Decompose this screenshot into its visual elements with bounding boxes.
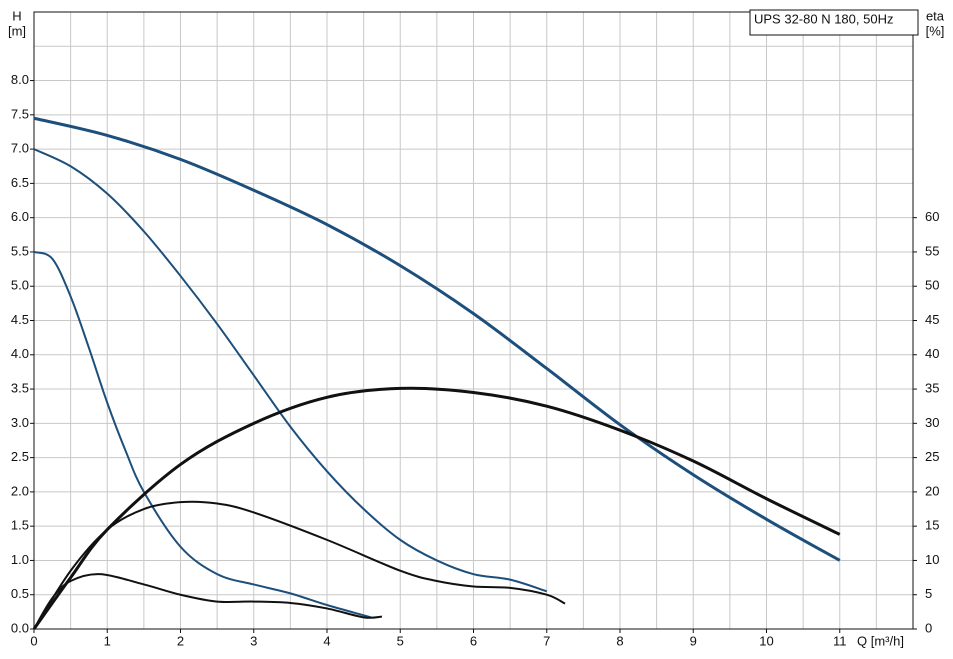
y-tick-label: 3.0 (11, 415, 29, 430)
x-tick-label: 11 (833, 633, 847, 648)
x-tick-label: 7 (543, 633, 550, 648)
y-tick-label: 0.5 (11, 586, 29, 601)
curve (32, 386, 841, 630)
legend-box (749, 9, 919, 36)
y-tick-label: 1.0 (11, 552, 29, 567)
y2-tick-label: 20 (925, 483, 939, 498)
y2-tick-label: 40 (925, 346, 939, 361)
y-tick-label: 0.0 (11, 620, 29, 635)
y2-tick-label: 15 (925, 518, 939, 533)
y2-axis-unit: [%] (926, 23, 945, 38)
y2-tick-label: 60 (925, 209, 939, 224)
legend-title: UPS 32-80 N 180, 50Hz (754, 11, 893, 26)
x-tick-label: 1 (104, 633, 111, 648)
y2-tick-label: 10 (925, 552, 939, 567)
curve (33, 500, 566, 630)
x-tick-label: 10 (759, 633, 773, 648)
curve (33, 250, 372, 619)
y2-tick-label: 50 (925, 278, 939, 293)
y-tick-label: 5.5 (11, 243, 29, 258)
y-tick-label: 3.5 (11, 380, 29, 395)
y-tick-label: 6.0 (11, 209, 29, 224)
x-tick-label: 9 (690, 633, 697, 648)
x-axis-label: Q [m³/h] (857, 633, 904, 648)
x-tick-label: 4 (323, 633, 330, 648)
x-tick-label: 5 (397, 633, 404, 648)
x-tick-label: 0 (30, 633, 37, 648)
x-tick-label: 8 (616, 633, 623, 648)
curve (33, 148, 548, 593)
y2-tick-label: 0 (925, 620, 932, 635)
y-tick-label: 6.5 (11, 175, 29, 190)
y2-tick-label: 30 (925, 415, 939, 430)
y-axis-label: H (12, 8, 21, 23)
y-tick-label: 1.5 (11, 518, 29, 533)
y-tick-label: 8.0 (11, 72, 29, 87)
y-tick-label: 7.5 (11, 106, 29, 121)
y-tick-label: 4.0 (11, 346, 29, 361)
y2-axis-label: eta (926, 8, 945, 23)
x-tick-label: 6 (470, 633, 477, 648)
y2-tick-label: 55 (925, 243, 939, 258)
y-tick-label: 2.0 (11, 483, 29, 498)
y2-tick-label: 45 (925, 312, 939, 327)
y-tick-label: 7.0 (11, 141, 29, 156)
y2-tick-label: 35 (925, 380, 939, 395)
y-axis-unit: [m] (8, 23, 26, 38)
curve (33, 116, 841, 562)
y-tick-label: 4.5 (11, 312, 29, 327)
x-tick-label: 2 (177, 633, 184, 648)
plot-frame (33, 11, 914, 630)
y-tick-label: 5.0 (11, 278, 29, 293)
x-tick-label: 3 (250, 633, 257, 648)
y2-tick-label: 25 (925, 449, 939, 464)
y2-tick-label: 5 (925, 586, 932, 601)
y-tick-label: 2.5 (11, 449, 29, 464)
curve (33, 573, 383, 630)
